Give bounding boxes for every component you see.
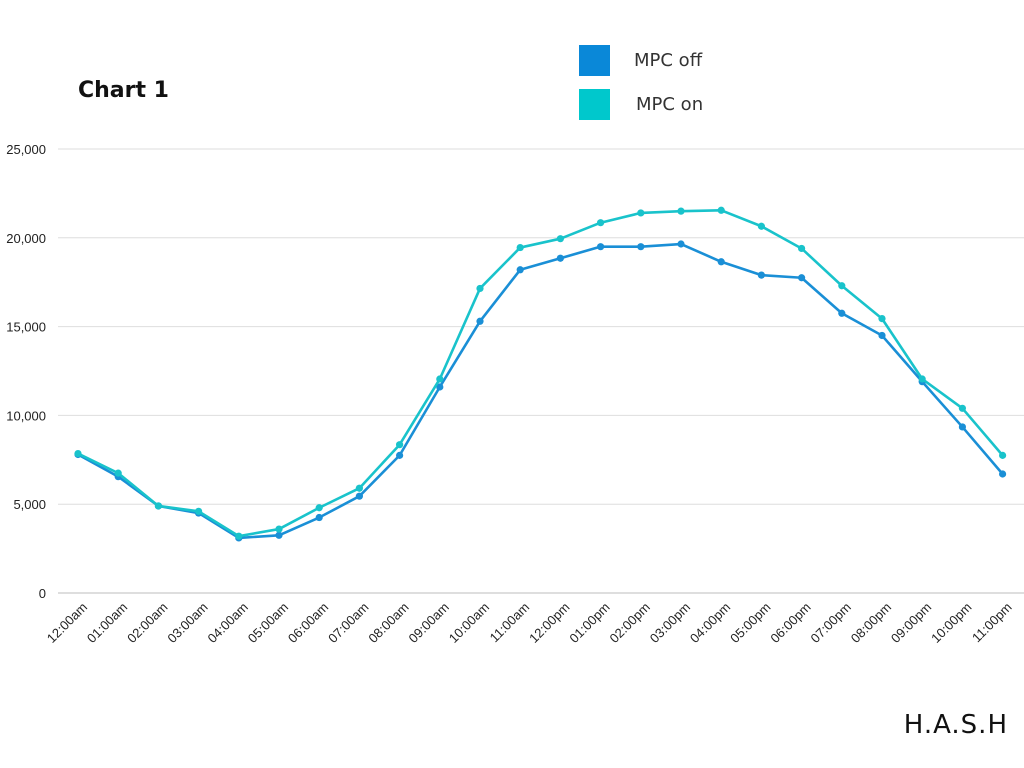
series-mpc-on: [74, 206, 1007, 540]
x-tick-label: 05:00am: [245, 600, 291, 646]
x-tick-label: 03:00pm: [647, 600, 693, 646]
data-point-mpc-off: [958, 423, 967, 431]
data-point-mpc-off: [878, 331, 886, 340]
x-tick-label: 09:00pm: [888, 600, 934, 646]
x-tick-label: 04:00pm: [687, 600, 733, 646]
data-point-mpc-off: [999, 470, 1007, 478]
series-line-mpc-on: [76, 208, 1004, 538]
x-tick-label: 02:00pm: [607, 600, 653, 646]
legend-swatch-mpc-on: [579, 89, 610, 120]
data-point-mpc-on: [798, 244, 806, 253]
data-point-mpc-on: [74, 449, 82, 458]
data-point-mpc-off: [838, 309, 846, 317]
data-point-mpc-on: [235, 532, 243, 540]
x-tick-label: 08:00am: [365, 600, 411, 646]
data-point-mpc-on: [114, 469, 122, 477]
x-tick-label: 04:00am: [205, 600, 251, 646]
x-tick-label: 01:00pm: [566, 600, 612, 646]
gridlines: [58, 148, 1024, 594]
y-tick-label: 25,000: [6, 142, 46, 157]
brand-text: H.A.S.H: [903, 710, 1008, 740]
data-point-mpc-off: [436, 383, 444, 391]
x-tick-label: 02:00am: [124, 600, 170, 646]
legend-label-mpc-on: MPC on: [636, 94, 704, 115]
legend-item-mpc-on: MPC on: [579, 89, 703, 120]
data-point-mpc-on: [476, 284, 484, 293]
data-point-mpc-off: [355, 492, 363, 500]
data-point-mpc-on: [918, 375, 926, 383]
x-tick-label: 06:00pm: [767, 600, 813, 646]
x-tick-label: 09:00am: [406, 600, 452, 646]
data-point-mpc-on: [637, 209, 645, 217]
data-point-mpc-on: [958, 404, 967, 412]
data-point-mpc-off: [476, 317, 484, 325]
data-point-mpc-on: [275, 525, 283, 533]
x-tick-label: 03:00am: [164, 600, 210, 646]
y-tick-label: 10,000: [6, 408, 46, 423]
series-mpc-off: [74, 240, 1007, 542]
data-point-mpc-on: [677, 207, 685, 215]
x-tick-label: 05:00pm: [727, 600, 773, 646]
data-point-mpc-on: [315, 504, 323, 512]
legend-label-mpc-off: MPC off: [634, 50, 703, 71]
x-tick-label: 10:00pm: [928, 600, 974, 646]
data-point-mpc-off: [556, 254, 565, 262]
data-point-mpc-on: [556, 235, 565, 243]
data-point-mpc-on: [436, 375, 444, 383]
data-point-mpc-on: [838, 282, 846, 290]
data-point-mpc-on: [195, 507, 203, 515]
x-tick-label: 08:00pm: [848, 600, 894, 646]
data-point-mpc-off: [396, 451, 404, 459]
data-point-mpc-off: [677, 240, 685, 248]
x-axis-tick-labels: 12:00am01:00am02:00am03:00am04:00am05:00…: [44, 600, 1015, 646]
x-tick-label: 12:00pm: [526, 600, 572, 646]
x-tick-label: 10:00am: [446, 600, 492, 646]
x-tick-label: 12:00am: [44, 600, 90, 646]
y-tick-label: 20,000: [6, 231, 46, 246]
data-point-mpc-off: [717, 258, 725, 266]
y-tick-label: 5,000: [13, 497, 46, 512]
data-point-mpc-on: [516, 243, 524, 252]
x-tick-label: 07:00pm: [808, 600, 854, 646]
chart-title: Chart 1: [78, 78, 169, 103]
x-tick-label: 11:00pm: [969, 600, 1015, 646]
y-tick-label: 0: [39, 586, 46, 601]
data-point-mpc-off: [637, 243, 645, 251]
data-point-mpc-on: [154, 502, 162, 510]
legend-swatch-mpc-off: [579, 45, 610, 76]
legend-item-mpc-off: MPC off: [579, 45, 702, 76]
data-point-mpc-on: [878, 315, 886, 323]
data-point-mpc-on: [396, 441, 404, 449]
data-point-mpc-on: [999, 451, 1007, 459]
series-lines: [74, 206, 1007, 542]
data-point-mpc-on: [757, 222, 766, 230]
x-tick-label: 07:00am: [325, 600, 371, 646]
x-tick-label: 01:00am: [84, 600, 130, 646]
data-point-mpc-off: [275, 531, 283, 539]
data-point-mpc-off: [757, 271, 766, 279]
data-point-mpc-off: [597, 243, 605, 251]
x-tick-label: 06:00am: [285, 600, 331, 646]
data-point-mpc-on: [717, 206, 725, 214]
data-point-mpc-off: [315, 513, 323, 522]
data-point-mpc-off: [516, 266, 524, 274]
data-point-mpc-off: [798, 274, 806, 282]
data-point-mpc-on: [355, 484, 363, 492]
y-axis-tick-labels: 0 5,000 10,000 15,000 20,000 25,000: [6, 142, 46, 601]
y-tick-label: 15,000: [6, 320, 46, 335]
x-tick-label: 11:00am: [487, 600, 533, 646]
series-line-mpc-off: [76, 242, 1004, 540]
data-point-mpc-on: [597, 219, 605, 227]
